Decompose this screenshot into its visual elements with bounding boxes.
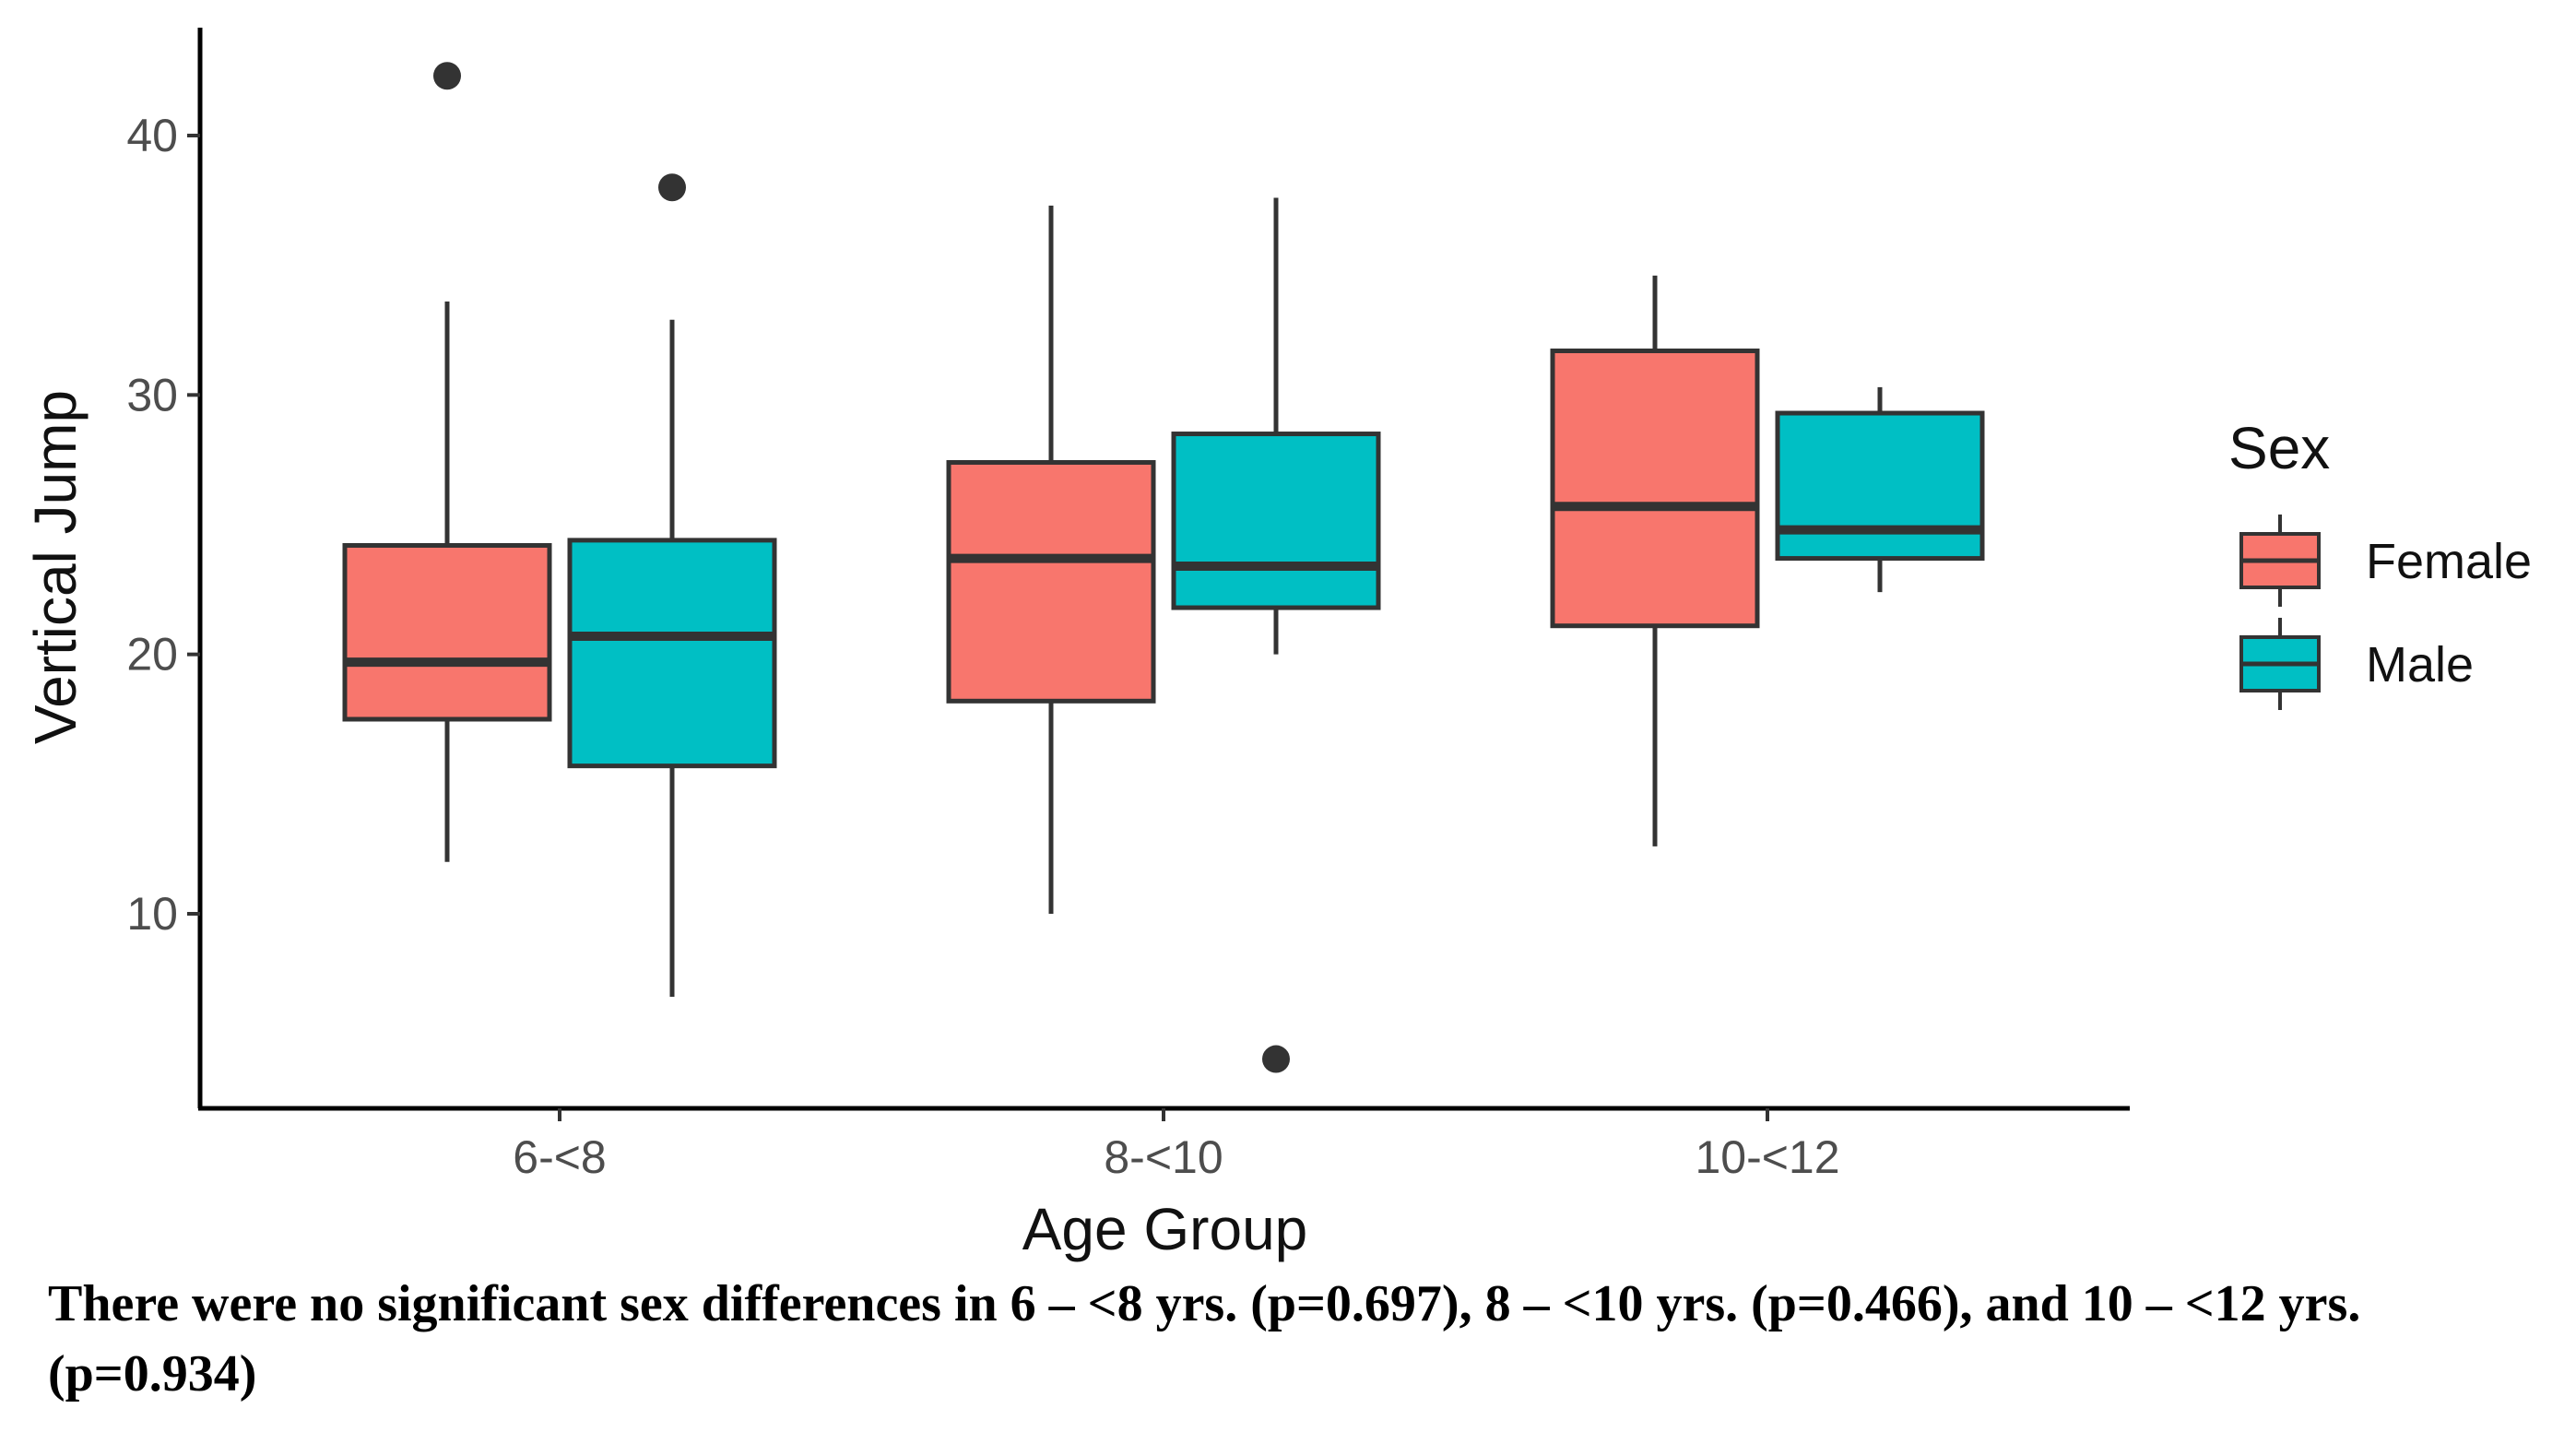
y-axis-title: Vertical Jump xyxy=(22,390,89,744)
x-axis-title: Age Group xyxy=(1022,1196,1308,1262)
axes-layer: 10 20 30 40 6-<8 8-<10 10-<12 Age Group Vertical… xyxy=(22,28,2130,1262)
legend-title: Sex xyxy=(2228,415,2330,481)
box-iqr xyxy=(1775,410,1985,562)
box-female-2 xyxy=(1550,275,1760,846)
box-male-2 xyxy=(1775,386,1985,593)
figure-caption: There were no significant sex difference… xyxy=(48,1275,2361,1402)
x-tick-label: 6-<8 xyxy=(513,1131,606,1183)
x-tick-label: 8-<10 xyxy=(1104,1131,1223,1183)
box-female-1 xyxy=(946,205,1156,914)
y-tick-label: 40 xyxy=(126,110,178,161)
x-tick-label: 10-<12 xyxy=(1695,1131,1839,1183)
legend: Sex Female Male xyxy=(2228,415,2532,710)
box-iqr xyxy=(342,543,552,722)
outlier-point xyxy=(433,62,461,90)
box-iqr xyxy=(1171,432,1381,610)
legend-item-female: Female xyxy=(2239,515,2532,607)
box-female-0 xyxy=(342,62,552,862)
box-male-1 xyxy=(1171,197,1381,1073)
y-tick-label: 30 xyxy=(126,369,178,420)
legend-label: Female xyxy=(2366,534,2532,589)
y-tick-label: 20 xyxy=(126,629,178,680)
legend-item-male: Male xyxy=(2239,618,2474,710)
y-tick-label: 10 xyxy=(126,888,178,940)
box-iqr xyxy=(946,459,1156,704)
box-iqr xyxy=(1550,349,1760,629)
outlier-point xyxy=(1262,1045,1290,1073)
box-iqr xyxy=(567,538,777,769)
plot-layer xyxy=(342,62,1985,1073)
outlier-point xyxy=(658,173,686,202)
box-male-0 xyxy=(567,173,777,998)
legend-label: Male xyxy=(2366,637,2474,692)
chart-svg: 10 20 30 40 6-<8 8-<10 10-<12 Age Group Vertical… xyxy=(22,28,2532,1262)
